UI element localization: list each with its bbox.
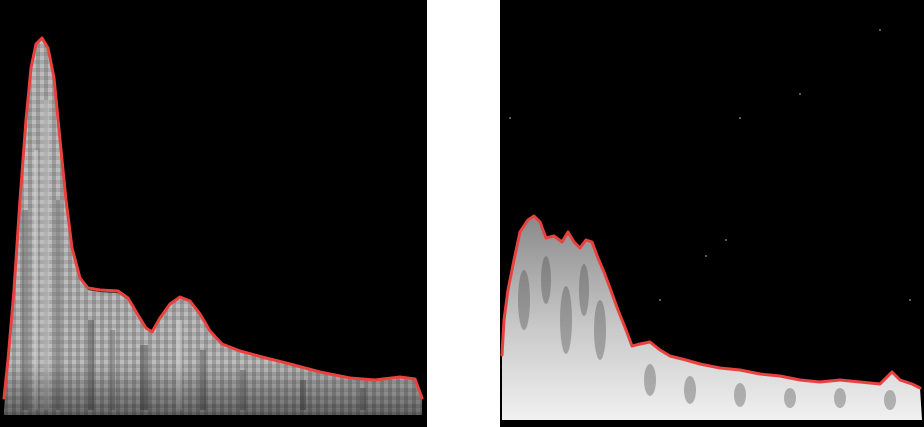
spectrum-fill-right — [502, 216, 922, 420]
spectrogram-left-svg — [0, 0, 427, 427]
spectrogram-panel-left — [0, 0, 427, 427]
spectrum-texture-right — [518, 256, 896, 410]
spectrogram-panel-right — [500, 0, 924, 427]
envelope-trace-right — [500, 214, 922, 390]
noise-specks-right — [509, 29, 911, 301]
envelope-trace-left — [2, 36, 424, 400]
spectrogram-right-svg — [500, 29, 922, 420]
